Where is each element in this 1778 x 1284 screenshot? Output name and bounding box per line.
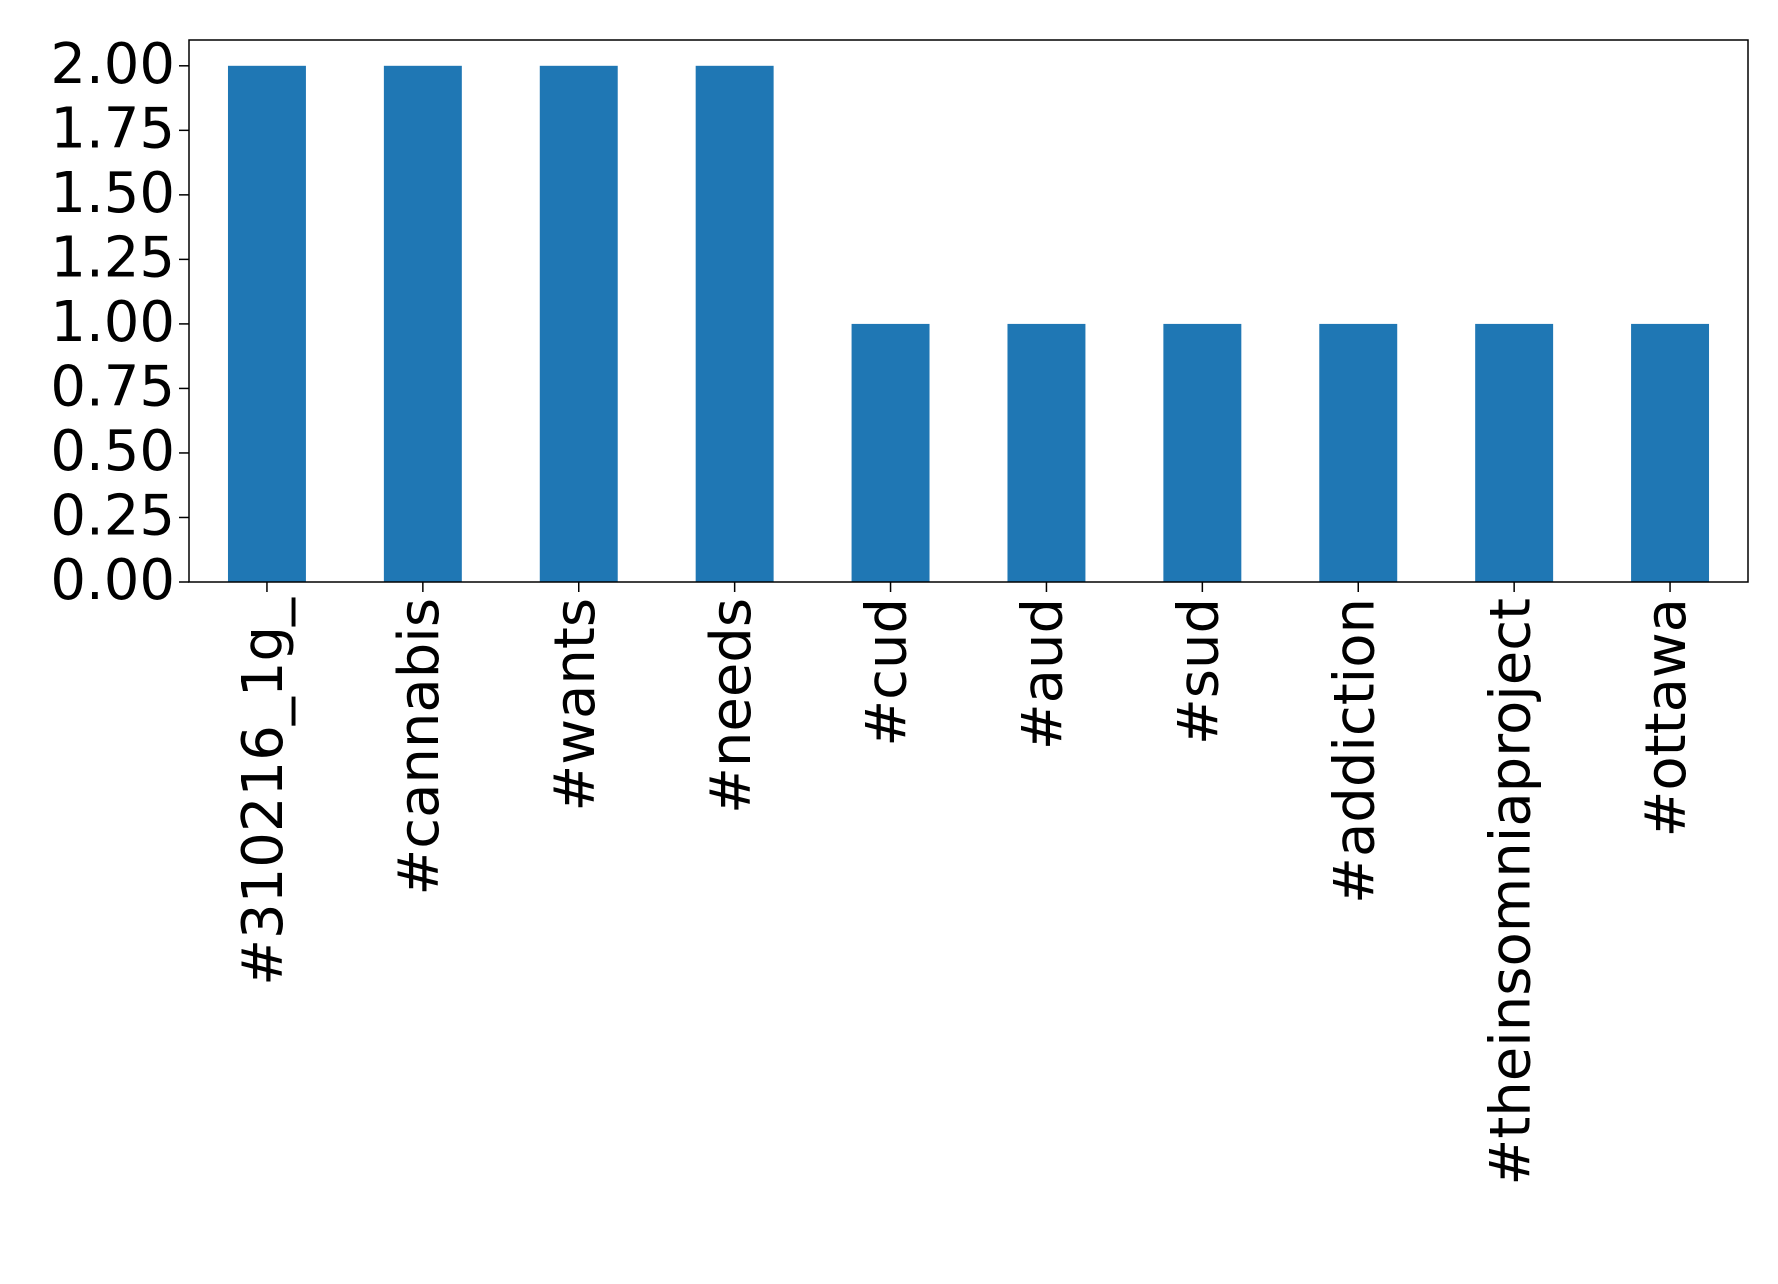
x-tick-label: #310216_1g_	[231, 597, 296, 986]
plot-frame	[188, 39, 1749, 583]
bar	[1475, 323, 1554, 582]
bar	[227, 65, 306, 583]
bar	[695, 65, 774, 583]
x-tick-label: #addiction	[1322, 598, 1387, 904]
y-tick-label: 1.00	[50, 290, 175, 355]
x-tick-label: #sud	[1166, 598, 1231, 745]
bar	[1163, 323, 1242, 582]
x-tick-label: #ottawa	[1634, 598, 1699, 838]
x-tick-label: #cannabis	[387, 598, 452, 896]
y-tick-label: 1.25	[50, 226, 175, 291]
bar	[539, 65, 618, 583]
x-tick-label: #wants	[543, 598, 608, 812]
bar	[851, 323, 930, 582]
y-tick-label: 0.25	[50, 484, 175, 549]
x-tick-label: #cud	[855, 598, 920, 747]
x-tick-label: #aud	[1011, 598, 1076, 750]
x-tick-label: #theinsomniaproject	[1478, 598, 1543, 1186]
y-tick-label: 1.50	[50, 161, 175, 226]
y-tick-label: 0.00	[50, 548, 175, 613]
bar	[383, 65, 462, 583]
y-tick-label: 0.75	[50, 355, 175, 420]
bar	[1631, 323, 1710, 582]
y-tick-label: 1.75	[50, 96, 175, 161]
x-tick-label: #needs	[699, 598, 764, 814]
y-tick-label: 0.50	[50, 419, 175, 484]
bar	[1319, 323, 1398, 582]
y-tick-label: 2.00	[50, 32, 175, 97]
bar	[1007, 323, 1086, 582]
